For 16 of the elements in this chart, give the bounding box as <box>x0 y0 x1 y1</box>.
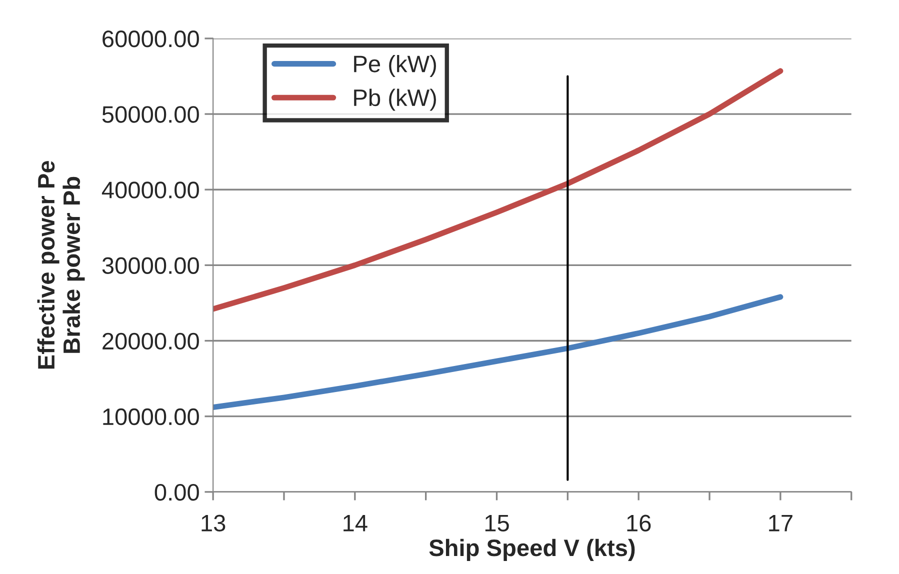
y-tick-label: 30000.00 <box>102 257 199 274</box>
x-tick-label: 14 <box>344 515 368 532</box>
y-tick-label: 50000.00 <box>102 106 199 123</box>
legend-label: Pe (kW) <box>354 54 436 77</box>
x-tick-label: 13 <box>202 514 226 532</box>
y-tick-label: 40000.00 <box>102 182 199 198</box>
y-tick-label: 10000.00 <box>103 408 199 426</box>
x-tick-label: 17 <box>769 515 792 532</box>
x-tick-label: 15 <box>485 515 509 532</box>
x-axis-title: Ship Speed V (kts) <box>429 538 635 561</box>
y-tick-label: 0.00 <box>154 484 199 501</box>
y-axis-title: Effective power Pe Brake power Pb <box>37 161 85 369</box>
x-tick-label: 16 <box>627 514 651 532</box>
y-tick-label: 20000.00 <box>102 332 199 350</box>
legend-label: Pb (kW) <box>354 88 436 111</box>
y-tick-label: 60000.00 <box>102 30 199 48</box>
